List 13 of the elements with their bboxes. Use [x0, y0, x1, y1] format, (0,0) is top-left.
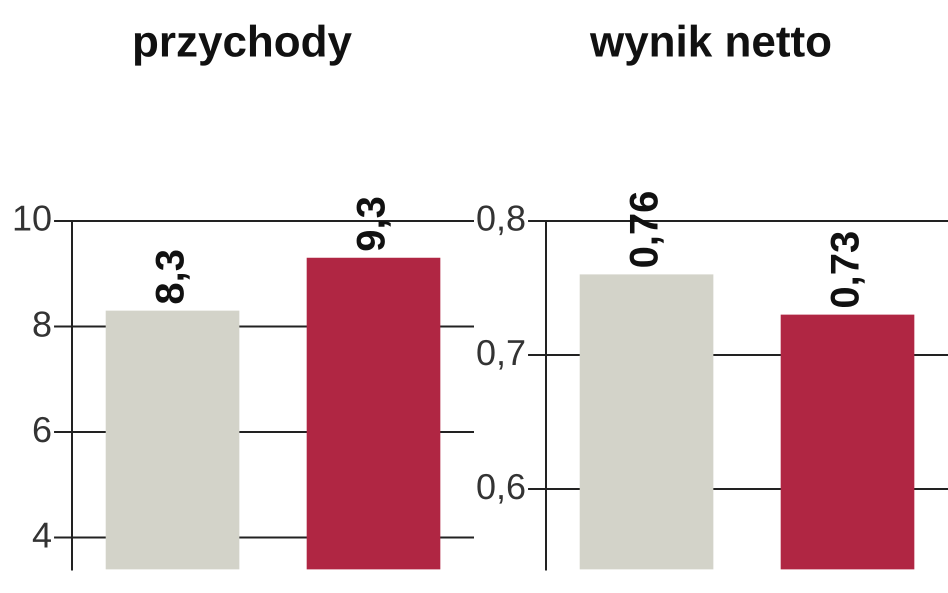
y-tick-label: 0,6 [476, 466, 526, 507]
data-label: 8,3 [148, 248, 193, 305]
chart-title: wynik netto [588, 18, 832, 67]
data-label: 0,76 [622, 190, 667, 268]
chart-title: przychody [132, 18, 353, 67]
y-tick-label: 0,7 [476, 332, 526, 373]
y-tick-label: 6 [32, 408, 52, 450]
y-tick-label: 0,8 [476, 198, 526, 239]
y-tick-label: 4 [32, 514, 52, 556]
data-label: 9,3 [350, 196, 394, 252]
y-tick-label: 8 [32, 303, 52, 344]
data-label: 0,73 [824, 230, 868, 309]
y-tick-label: 10 [12, 198, 52, 239]
